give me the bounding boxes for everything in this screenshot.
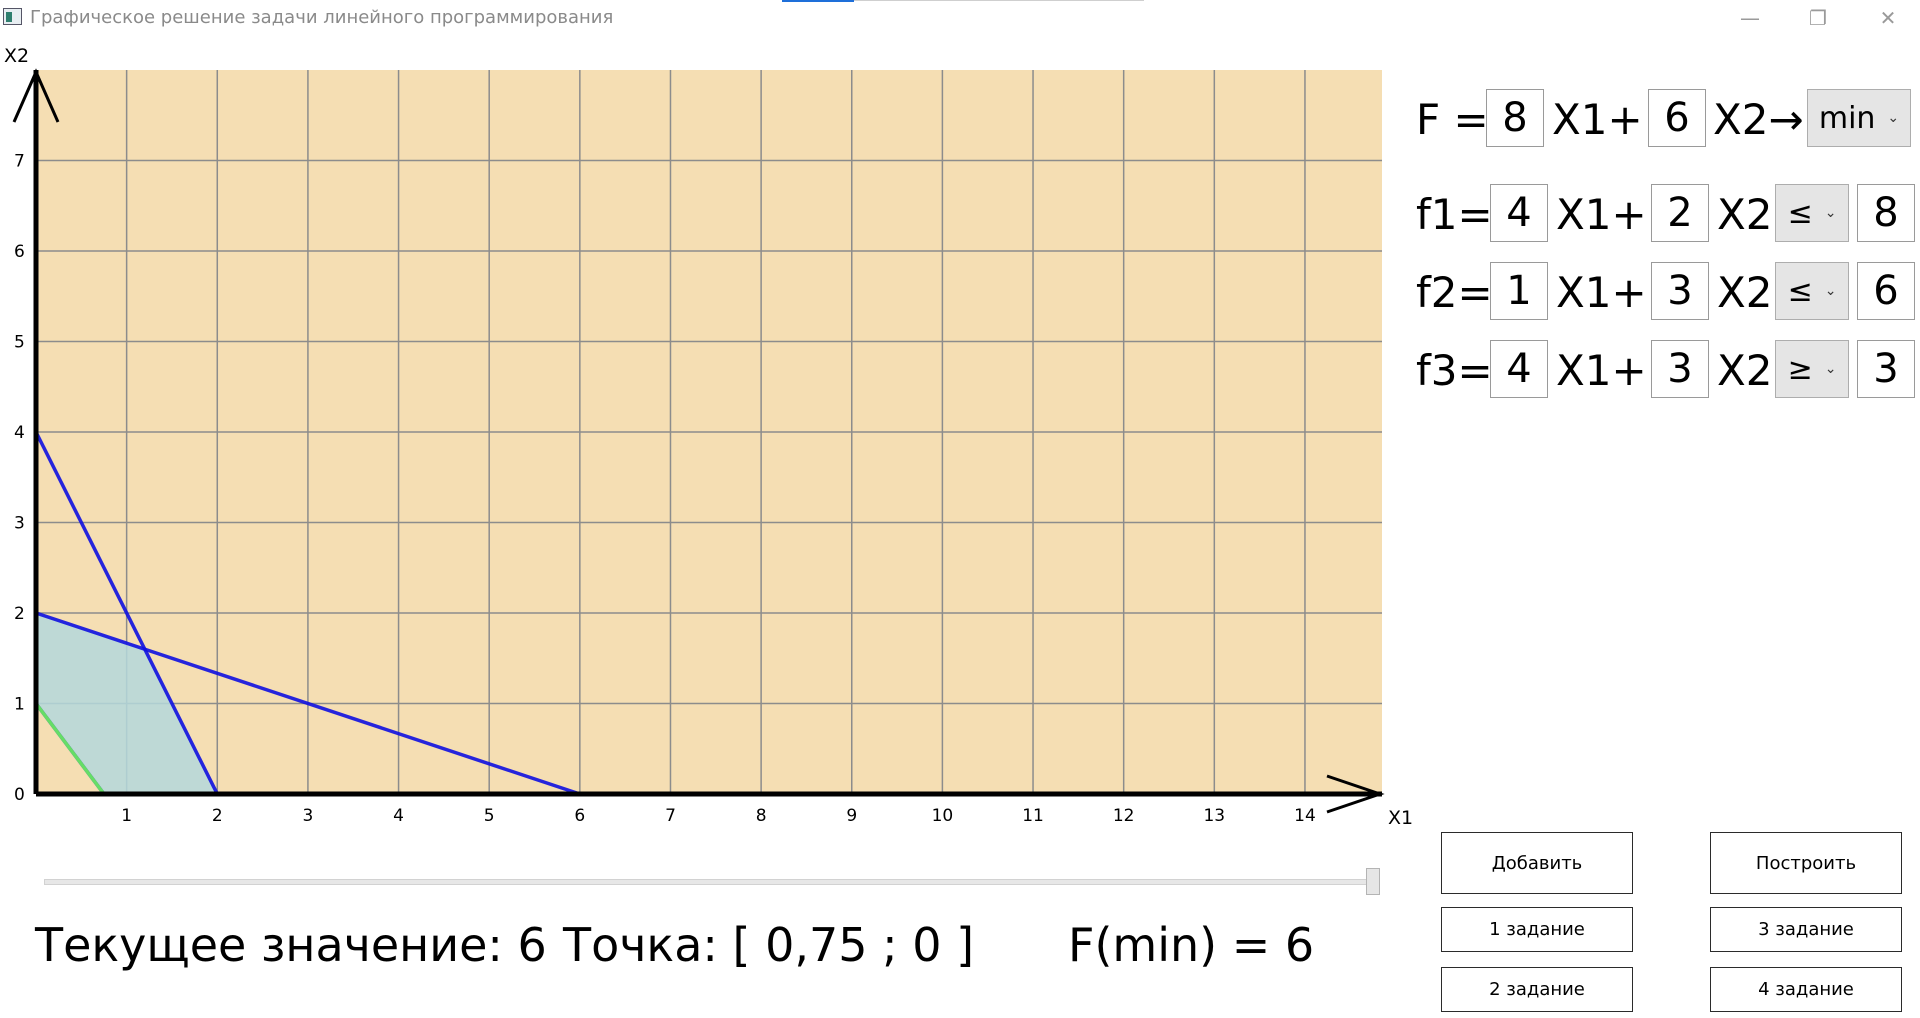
x-tick-label: 1 [121,806,132,826]
task1-button[interactable]: 1 задание [1441,907,1633,952]
constraint-line-f1 [34,431,219,795]
x-tick-label: 9 [846,806,857,826]
add-button[interactable]: Добавить [1441,832,1633,894]
close-button[interactable]: ✕ [1879,6,1897,30]
window-title: Графическое решение задачи линейного про… [30,7,614,28]
constraint-sign-select[interactable]: ≥ ⌄ [1775,340,1849,398]
slider-track[interactable] [44,879,1380,885]
y-tick-label: 0 [14,785,25,805]
tab-accent [782,0,854,2]
objective-line [34,702,106,796]
chevron-down-icon: ⌄ [1887,110,1900,126]
y-tick-label: 6 [14,242,25,262]
constraint-b-input[interactable]: 8 [1857,184,1915,242]
constraint-a2-input[interactable]: 3 [1651,262,1709,320]
grid-lines [36,70,1382,794]
x-tick-label: 12 [1113,806,1135,826]
x-tick-label: 2 [212,806,223,826]
y-tick-label: 1 [14,695,25,715]
y-tick-label: 7 [14,152,25,172]
tab-line [854,0,1144,1]
constraint-x2-label: X2 [1717,190,1773,239]
y-axis-label: X2 [4,45,29,67]
constraint-x1-label: X1+ [1556,190,1647,239]
x-tick-label: 10 [932,806,954,826]
current-value-text: Текущее значение: 6 [35,918,547,972]
chevron-down-icon: ⌄ [1824,361,1837,377]
constraint-x1-label: X1+ [1556,268,1647,317]
constraint-line-f2 [35,611,581,796]
constraint-a2-input[interactable]: 2 [1651,184,1709,242]
objective-x1-label: X1+ [1552,95,1643,144]
x-tick-label: 4 [393,806,404,826]
feasible-region [36,613,218,794]
x-tick-label: 6 [574,806,585,826]
minimize-button[interactable]: — [1740,6,1760,30]
objective-c1-input[interactable]: 8 [1486,89,1544,147]
direction-select[interactable]: min ⌄ [1807,89,1911,147]
build-button[interactable]: Построить [1710,832,1902,894]
constraint-sign-select[interactable]: ≤ ⌄ [1775,262,1849,320]
constraint-b-input[interactable]: 3 [1857,340,1915,398]
title-bar: Графическое решение задачи линейного про… [0,0,1920,36]
constraint-a1-input[interactable]: 4 [1490,184,1548,242]
constraint-a1-input[interactable]: 4 [1490,340,1548,398]
task2-button[interactable]: 2 задание [1441,967,1633,1012]
x-tick-label: 14 [1294,806,1316,826]
y-tick-label: 4 [14,423,25,443]
constraint-sign-select[interactable]: ≤ ⌄ [1775,184,1849,242]
y-tick-label: 5 [14,333,25,353]
app-icon [3,8,22,25]
direction-value: min [1818,100,1876,136]
sign-value: ≤ [1787,195,1813,231]
objective-prefix: F = [1416,95,1489,144]
chevron-down-icon: ⌄ [1824,205,1837,221]
constraint-label: f3= [1416,346,1493,395]
maximize-button[interactable]: ❐ [1809,6,1827,30]
task4-button[interactable]: 4 задание [1710,967,1902,1012]
axes [12,68,1385,814]
x-tick-label: 7 [665,806,676,826]
constraint-a2-input[interactable]: 3 [1651,340,1709,398]
constraint-b-input[interactable]: 6 [1857,262,1915,320]
y-tick-label: 2 [14,604,25,624]
objective-x2-label: X2→ [1713,95,1804,144]
point-text: Точка: [ 0,75 ; 0 ] [563,918,975,972]
constraint-label: f2= [1416,268,1493,317]
constraint-a1-input[interactable]: 1 [1490,262,1548,320]
x-tick-label: 5 [484,806,495,826]
sign-value: ≤ [1787,273,1813,309]
slider-thumb[interactable] [1366,868,1380,895]
constraint-x2-label: X2 [1717,346,1773,395]
x-tick-label: 3 [303,806,314,826]
x-tick-label: 8 [756,806,767,826]
objective-c2-input[interactable]: 6 [1648,89,1706,147]
x-tick-label: 11 [1022,806,1044,826]
x-axis-label: X1 [1388,807,1413,829]
constraint-x2-label: X2 [1717,268,1773,317]
chevron-down-icon: ⌄ [1824,283,1837,299]
constraint-x1-label: X1+ [1556,346,1647,395]
y-axis-arrow [12,68,60,123]
x-tick-label: 13 [1203,806,1225,826]
constraint-label: f1= [1416,190,1493,239]
sign-value: ≥ [1787,351,1813,387]
x-axis-arrow [1326,774,1385,814]
task3-button[interactable]: 3 задание [1710,907,1902,952]
result-text: F(min) = 6 [1068,918,1315,972]
y-tick-label: 3 [14,514,25,534]
